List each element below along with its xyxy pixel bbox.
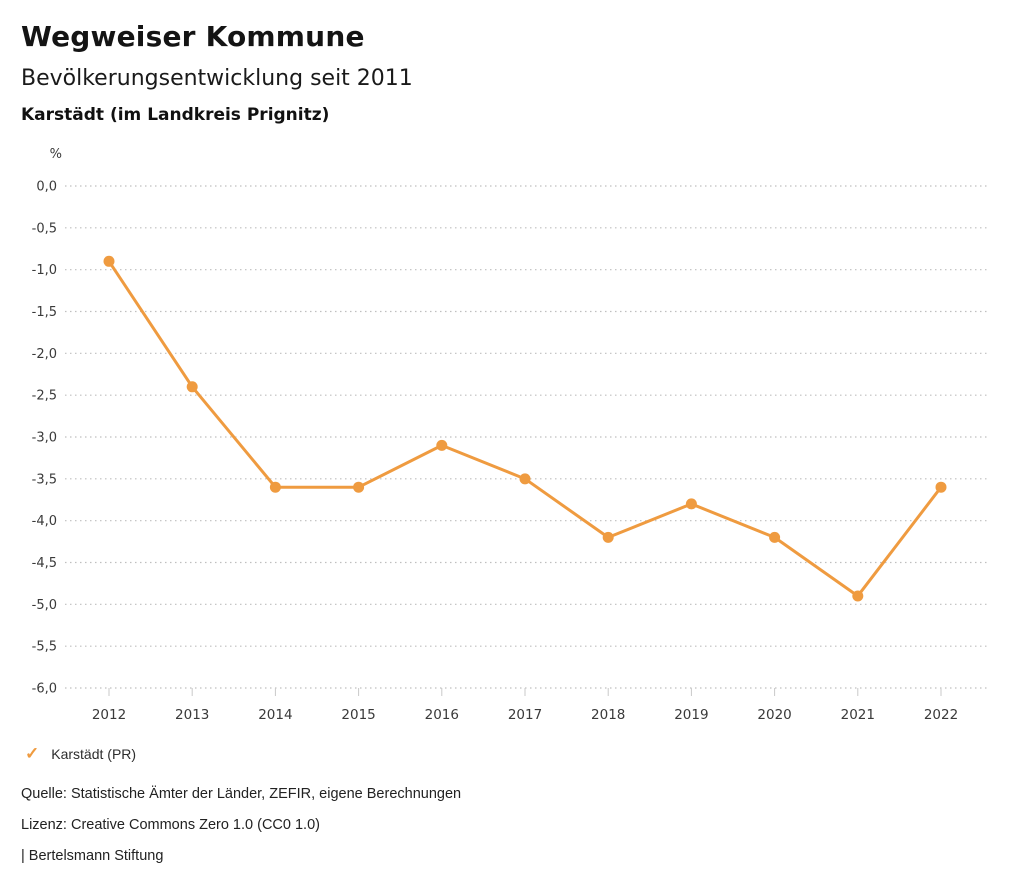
x-tick-label: 2014 bbox=[258, 707, 292, 723]
data-point-2018 bbox=[602, 531, 614, 543]
chart-subtitle: Bevölkerungsentwicklung seit 2011 bbox=[21, 66, 413, 91]
data-point-2016 bbox=[436, 439, 448, 451]
data-point-2014 bbox=[269, 481, 281, 493]
data-point-2015 bbox=[353, 481, 365, 493]
population-line-chart: % 0,0 -0,5 -1,0 -1,5 -2,0 -2,5 -3,0 -3,5 -4,0 -4,5… bbox=[32, 147, 989, 723]
data-point-2012 bbox=[103, 255, 115, 267]
x-tick-label: 2013 bbox=[175, 707, 209, 723]
x-tick-label: 2021 bbox=[841, 707, 875, 723]
y-tick-label: -5,5 bbox=[32, 640, 57, 655]
page-title: Wegweiser Kommune bbox=[21, 20, 365, 53]
y-tick-label: -1,5 bbox=[32, 305, 57, 320]
data-point-2013 bbox=[186, 381, 198, 393]
data-point-2019 bbox=[685, 498, 697, 510]
x-tick-label: 2022 bbox=[924, 707, 958, 723]
data-point-2020 bbox=[769, 531, 781, 543]
y-tick-label: -4,5 bbox=[32, 556, 57, 571]
y-tick-label: -3,0 bbox=[32, 431, 57, 446]
y-tick-label: -4,0 bbox=[32, 514, 57, 529]
municipality-label: Karstädt (im Landkreis Prignitz) bbox=[21, 105, 330, 125]
x-tick-label: 2019 bbox=[674, 707, 708, 723]
x-tick-label: 2015 bbox=[341, 707, 375, 723]
check-icon: ✓ bbox=[25, 744, 40, 763]
y-axis-unit-label: % bbox=[50, 147, 62, 162]
x-tick-label: 2020 bbox=[757, 707, 791, 723]
data-point-2022 bbox=[935, 481, 947, 493]
attribution-note: | Bertelsmann Stiftung bbox=[21, 848, 164, 864]
y-tick-label: -1,0 bbox=[32, 263, 57, 278]
source-note: Quelle: Statistische Ämter der Länder, Z… bbox=[21, 786, 462, 802]
license-note: Lizenz: Creative Commons Zero 1.0 (CC0 1… bbox=[21, 817, 320, 833]
x-tick-label: 2017 bbox=[508, 707, 542, 723]
x-tick-label: 2016 bbox=[425, 707, 459, 723]
y-tick-label: -2,0 bbox=[32, 347, 57, 362]
y-tick-label: -0,5 bbox=[32, 221, 57, 236]
y-tick-label: -3,5 bbox=[32, 472, 57, 487]
y-tick-label: -5,0 bbox=[32, 598, 57, 613]
x-tick-label: 2018 bbox=[591, 707, 625, 723]
y-tick-label: -2,5 bbox=[32, 389, 57, 404]
y-tick-label: -6,0 bbox=[32, 682, 57, 697]
legend-label: Karstädt (PR) bbox=[51, 745, 137, 762]
y-tick-label: 0,0 bbox=[36, 180, 57, 195]
legend: ✓ Karstädt (PR) bbox=[25, 745, 136, 762]
x-tick-label: 2012 bbox=[92, 707, 126, 723]
data-point-2017 bbox=[519, 473, 531, 485]
data-point-2021 bbox=[852, 590, 864, 602]
